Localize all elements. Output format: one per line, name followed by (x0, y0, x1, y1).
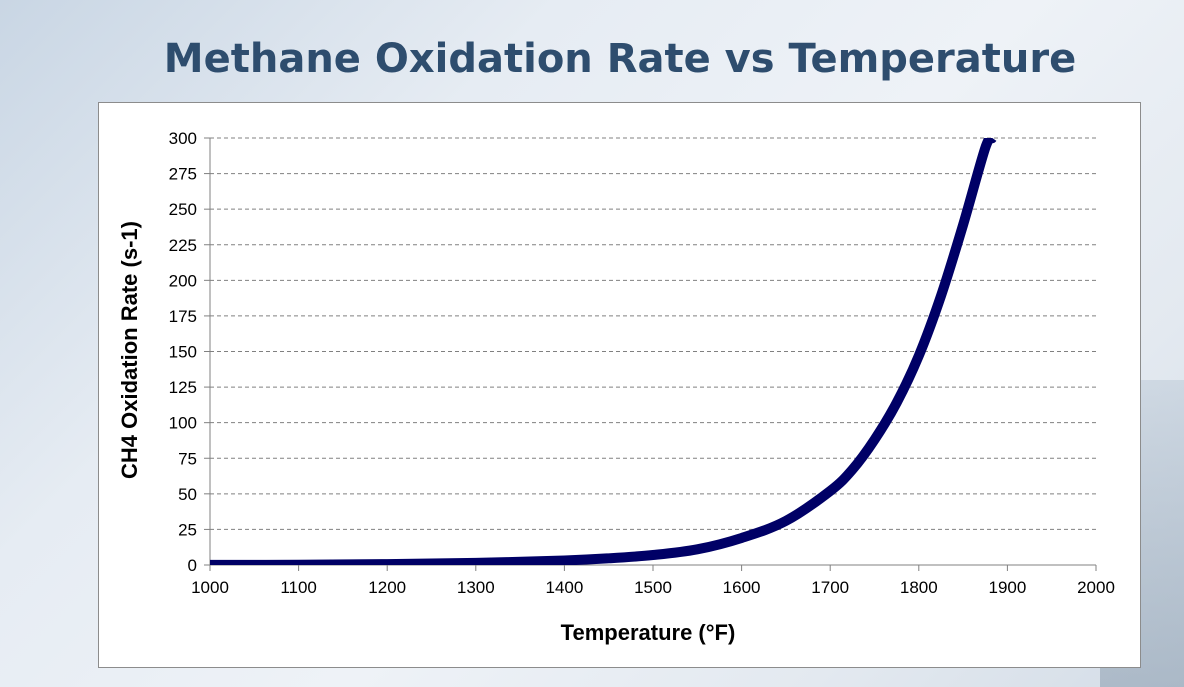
y-tick-label-200: 200 (169, 271, 197, 290)
y-tick-label-100: 100 (169, 414, 197, 433)
y-axis-title: CH4 Oxidation Rate (s-1) (117, 221, 142, 479)
grid-lines (210, 137, 1096, 530)
series-lines (210, 138, 997, 565)
x-tick-label-1800: 1800 (900, 578, 938, 597)
x-tick-label-1200: 1200 (368, 578, 406, 597)
x-tick-label-1700: 1700 (811, 578, 849, 597)
chart-frame: 0 25 50 75 100 125 150 175 200 225 250 275 300 1000 1… (98, 102, 1141, 668)
x-axis-title: Temperature (°F) (561, 620, 736, 645)
axes (204, 137, 1097, 571)
y-tick-label-25: 25 (178, 520, 197, 539)
y-tick-label-275: 275 (169, 165, 197, 184)
slide-title: Methane Oxidation Rate vs Temperature (163, 36, 1077, 82)
y-tick-label-250: 250 (169, 200, 197, 219)
x-tick-label-1000: 1000 (191, 578, 229, 597)
y-tick-label-0: 0 (188, 556, 197, 575)
x-tick-labels: 1000 1100 1200 1300 1400 1500 1600 1700 1800 1900… (191, 578, 1115, 597)
x-tick-label-1300: 1300 (457, 578, 495, 597)
x-tick-label-1100: 1100 (280, 578, 317, 597)
y-tick-label-225: 225 (169, 236, 197, 255)
y-tick-label-175: 175 (169, 307, 197, 326)
x-tick-label-2000: 2000 (1077, 578, 1115, 597)
y-tick-label-150: 150 (169, 343, 197, 362)
x-tick-label-1400: 1400 (545, 578, 583, 597)
y-tick-label-300: 300 (169, 129, 197, 148)
x-tick-label-1600: 1600 (723, 578, 761, 597)
x-tick-label-1900: 1900 (988, 578, 1026, 597)
y-tick-label-125: 125 (169, 378, 197, 397)
series-line-0 (210, 138, 997, 565)
y-tick-label-75: 75 (178, 449, 197, 468)
x-tick-label-1500: 1500 (634, 578, 672, 597)
y-tick-labels: 0 25 50 75 100 125 150 175 200 225 250 275 300 (169, 129, 197, 575)
y-tick-label-50: 50 (178, 485, 197, 504)
